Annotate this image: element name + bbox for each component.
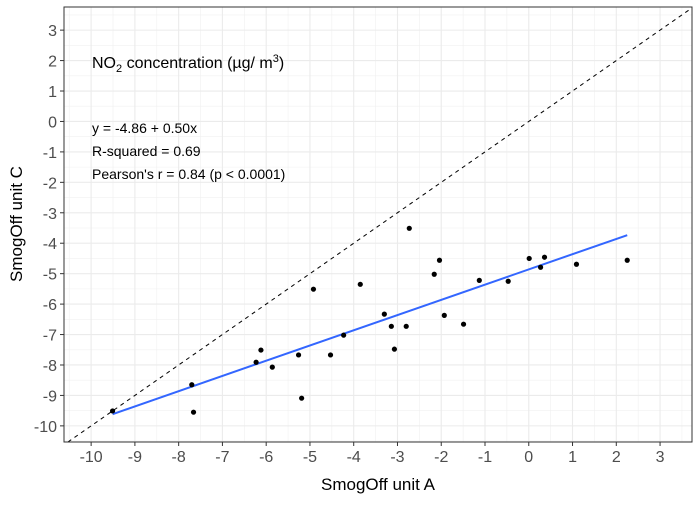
data-point [541, 254, 548, 260]
x-tick-label: -4 [347, 449, 361, 466]
y-tick-label: 0 [48, 114, 57, 131]
annotation-equation: y = -4.86 + 0.50x [92, 120, 197, 136]
data-point [295, 352, 302, 358]
data-point [476, 277, 482, 283]
x-tick-label: -6 [259, 449, 273, 466]
y-tick-label: -7 [43, 328, 57, 345]
data-point [109, 408, 116, 414]
data-point [441, 312, 447, 318]
x-tick-label: -3 [390, 449, 404, 466]
y-tick-label: 3 [48, 23, 57, 40]
y-tick-label: -2 [43, 175, 57, 192]
data-point [388, 323, 394, 329]
data-point [406, 225, 412, 231]
data-point [624, 257, 630, 263]
y-tick-label: -5 [43, 267, 57, 284]
data-point [269, 364, 275, 370]
x-tick-label: 0 [524, 449, 533, 466]
annotation-pearson: Pearson's r = 0.84 (p < 0.0001) [92, 166, 285, 182]
data-point [299, 395, 305, 401]
x-tick-label: -2 [434, 449, 448, 466]
data-point [381, 311, 387, 317]
data-point [341, 332, 347, 338]
identity-line [67, 7, 693, 443]
x-tick-label: 1 [568, 449, 577, 466]
y-axis-label: SmogOff unit C [7, 166, 26, 282]
data-point [537, 264, 544, 270]
data-point [327, 352, 334, 358]
data-point [403, 323, 409, 329]
y-tick-label: 2 [48, 54, 57, 71]
plot-background [64, 7, 692, 442]
data-point [573, 261, 580, 267]
x-tick-label: -1 [478, 449, 492, 466]
y-tick-label: -4 [43, 236, 57, 253]
annotation-r-squared: R-squared = 0.69 [92, 143, 201, 159]
y-tick-label: -6 [43, 297, 57, 314]
axis-ticks: -10 -9 -8 -7 -6 -5 -4 -3 -2 -1 0 1 2 3-10-9-8-7-6-5-4… [34, 23, 665, 466]
x-tick-label: -5 [303, 449, 317, 466]
data-point [357, 281, 363, 287]
data-point [310, 286, 317, 292]
x-tick-label: -8 [172, 449, 186, 466]
data-point [431, 271, 437, 277]
x-tick-label: 3 [656, 449, 665, 466]
y-tick-label: -1 [43, 145, 57, 162]
data-point [526, 255, 532, 262]
x-tick-label: 2 [612, 449, 621, 466]
data-point [391, 346, 398, 352]
x-tick-label: -7 [215, 449, 229, 466]
x-tick-label: -10 [80, 449, 103, 466]
data-point [258, 347, 264, 353]
data-point [190, 409, 197, 415]
data-point [253, 359, 259, 365]
x-axis-label: SmogOff unit A [321, 475, 436, 494]
y-tick-label: -8 [43, 358, 57, 375]
plot-border [63, 6, 693, 443]
data-point [436, 257, 443, 263]
x-tick-label: -9 [128, 449, 142, 466]
data-point [460, 321, 467, 327]
grid [64, 7, 692, 442]
y-tick-label: -9 [43, 388, 57, 405]
y-tick-label: -10 [34, 419, 57, 436]
points [109, 225, 630, 415]
data-point [505, 278, 511, 284]
y-tick-label: 1 [48, 84, 57, 101]
identity-line-path [67, 7, 693, 443]
data-point [189, 382, 195, 388]
y-tick-label: -3 [43, 206, 57, 223]
annotation-title: NO2 concentration (µg/ m3) [92, 53, 284, 75]
